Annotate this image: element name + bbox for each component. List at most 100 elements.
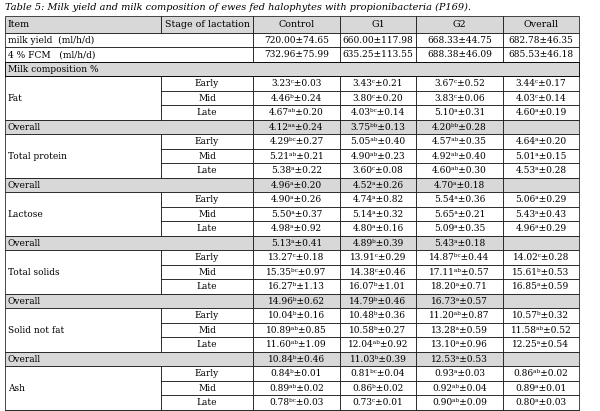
Text: Overall: Overall — [8, 355, 41, 364]
Bar — [253, 207, 340, 222]
Bar — [416, 192, 503, 207]
Text: 4.96ᵃ±0.29: 4.96ᵃ±0.29 — [515, 224, 566, 233]
Text: 4.29ᵇᶜ±0.27: 4.29ᵇᶜ±0.27 — [269, 137, 323, 146]
Text: 14.38ᶜ±0.46: 14.38ᶜ±0.46 — [350, 268, 406, 277]
Text: Late: Late — [197, 108, 217, 117]
Bar — [340, 265, 416, 279]
Bar — [161, 192, 253, 207]
Text: 13.10ᵃ±0.96: 13.10ᵃ±0.96 — [431, 340, 488, 349]
Text: 5.54ᵃ±0.36: 5.54ᵃ±0.36 — [434, 195, 485, 204]
Text: 5.09ᵃ±0.35: 5.09ᵃ±0.35 — [434, 224, 485, 233]
Bar — [253, 222, 340, 236]
Bar — [5, 410, 253, 411]
Text: 4.80ᵃ±0.16: 4.80ᵃ±0.16 — [352, 224, 404, 233]
Bar — [253, 192, 340, 207]
Bar — [416, 294, 503, 309]
Text: 4.12ᵃᵃ±0.24: 4.12ᵃᵃ±0.24 — [269, 123, 324, 132]
Bar — [253, 367, 340, 381]
Text: 3.43ᶜ±0.21: 3.43ᶜ±0.21 — [353, 79, 403, 88]
Bar — [416, 76, 503, 91]
Bar — [161, 76, 253, 91]
Text: 5.14ᵃ±0.32: 5.14ᵃ±0.32 — [352, 210, 403, 219]
Bar — [253, 149, 340, 164]
Text: 4.60ᵃᵇ±0.30: 4.60ᵃᵇ±0.30 — [432, 166, 487, 175]
Bar — [340, 120, 416, 134]
Text: 5.65ᵃ±0.21: 5.65ᵃ±0.21 — [434, 210, 485, 219]
Text: 4.64ᵃ±0.20: 4.64ᵃ±0.20 — [515, 137, 566, 146]
Text: 4 % FCM   (ml/h/d): 4 % FCM (ml/h/d) — [8, 50, 95, 59]
Text: 685.53±46.18: 685.53±46.18 — [508, 50, 574, 59]
Text: Late: Late — [197, 340, 217, 349]
Bar — [161, 164, 253, 178]
Bar — [161, 250, 253, 265]
Bar — [253, 76, 340, 91]
Bar — [416, 279, 503, 294]
Text: Item: Item — [8, 20, 30, 29]
Text: milk yield  (ml/h/d): milk yield (ml/h/d) — [8, 36, 94, 45]
Bar — [340, 33, 416, 48]
Text: Late: Late — [197, 224, 217, 233]
Bar — [416, 134, 503, 149]
Text: 14.96ᵇ±0.62: 14.96ᵇ±0.62 — [268, 297, 325, 306]
Bar — [5, 352, 253, 367]
Bar — [161, 395, 253, 410]
Bar — [340, 337, 416, 352]
Text: Overall: Overall — [8, 123, 41, 132]
Bar — [503, 395, 578, 410]
Text: 14.02ᶜ±0.28: 14.02ᶜ±0.28 — [512, 253, 569, 262]
Bar — [5, 48, 253, 62]
Text: 0.73ᶜ±0.01: 0.73ᶜ±0.01 — [353, 398, 403, 407]
Bar — [416, 352, 503, 367]
Bar — [503, 207, 578, 222]
Text: 14.79ᵇ±0.46: 14.79ᵇ±0.46 — [349, 297, 406, 306]
Text: Early: Early — [195, 253, 219, 262]
Text: Mid: Mid — [198, 268, 216, 277]
Bar — [503, 352, 578, 367]
Bar — [5, 62, 578, 76]
Text: Overall: Overall — [8, 239, 41, 248]
Bar — [253, 279, 340, 294]
Text: 4.20ᵇᵇ±0.28: 4.20ᵇᵇ±0.28 — [432, 123, 487, 132]
Bar — [161, 337, 253, 352]
Bar — [416, 48, 503, 62]
Bar — [5, 250, 161, 294]
Text: 0.90ᵃᵇ±0.09: 0.90ᵃᵇ±0.09 — [432, 398, 487, 407]
Bar — [253, 352, 340, 367]
Bar — [5, 178, 253, 192]
Text: 5.05ᵃᵇ±0.40: 5.05ᵃᵇ±0.40 — [350, 137, 406, 146]
Text: Mid: Mid — [198, 326, 216, 335]
Text: 5.21ᵃᵇ±0.21: 5.21ᵃᵇ±0.21 — [269, 152, 324, 161]
Bar — [340, 309, 416, 323]
Text: 12.53ᵃ±0.53: 12.53ᵃ±0.53 — [431, 355, 488, 364]
Text: 3.60ᶜ±0.08: 3.60ᶜ±0.08 — [353, 166, 403, 175]
Bar — [503, 164, 578, 178]
Text: 3.75ᵇᵇ±0.13: 3.75ᵇᵇ±0.13 — [350, 123, 406, 132]
Bar — [161, 134, 253, 149]
Bar — [161, 149, 253, 164]
Text: 682.78±46.35: 682.78±46.35 — [508, 36, 574, 45]
Text: 720.00±74.65: 720.00±74.65 — [264, 36, 329, 45]
Bar — [503, 76, 578, 91]
Text: 0.80ᵃ±0.03: 0.80ᵃ±0.03 — [515, 398, 566, 407]
Bar — [253, 134, 340, 149]
Text: Control: Control — [278, 20, 314, 29]
Bar — [416, 178, 503, 192]
Text: 3.44ᶜ±0.17: 3.44ᶜ±0.17 — [515, 79, 566, 88]
Text: 0.81ᵇᶜ±0.04: 0.81ᵇᶜ±0.04 — [350, 369, 405, 378]
Text: 13.27ᶜ±0.18: 13.27ᶜ±0.18 — [268, 253, 325, 262]
Bar — [340, 16, 416, 33]
Text: 3.80ᶜ±0.20: 3.80ᶜ±0.20 — [353, 94, 403, 103]
Text: 4.03ᶜ±0.14: 4.03ᶜ±0.14 — [515, 94, 566, 103]
Bar — [503, 91, 578, 106]
Bar — [340, 76, 416, 91]
Text: 12.25ᵃ±0.54: 12.25ᵃ±0.54 — [512, 340, 569, 349]
Bar — [416, 120, 503, 134]
Bar — [5, 33, 253, 48]
Bar — [253, 323, 340, 337]
Text: Lactose: Lactose — [8, 210, 44, 219]
Bar — [416, 250, 503, 265]
Text: 16.73ᵃ±0.57: 16.73ᵃ±0.57 — [431, 297, 488, 306]
Text: Solid not fat: Solid not fat — [8, 326, 64, 335]
Text: 0.89ᵃ±0.01: 0.89ᵃ±0.01 — [515, 384, 566, 393]
Text: 5.43ᵃ±0.18: 5.43ᵃ±0.18 — [434, 239, 485, 248]
